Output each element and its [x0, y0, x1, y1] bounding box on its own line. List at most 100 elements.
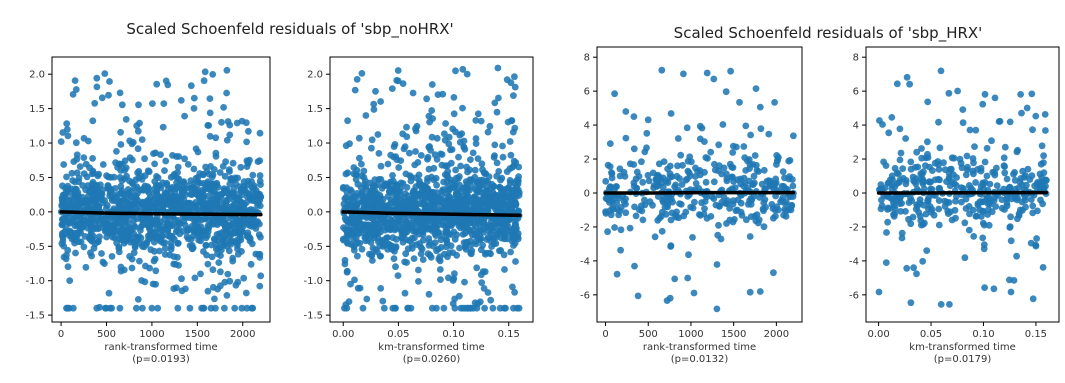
residual-point [667, 110, 675, 117]
residual-point [960, 185, 967, 192]
residual-point [479, 181, 486, 189]
residual-point [152, 280, 160, 288]
residual-point [161, 251, 169, 258]
residual-point [409, 197, 416, 204]
residual-point [980, 245, 988, 253]
residual-point [430, 215, 438, 223]
residual-point [377, 252, 384, 260]
plot-frame [865, 46, 1060, 323]
residual-point [464, 168, 471, 176]
residual-point [481, 250, 489, 258]
residual-point [244, 181, 252, 189]
residual-point [188, 223, 196, 230]
x-tick-label: 0.05 [920, 329, 942, 340]
residual-point [689, 234, 696, 241]
residual-point [464, 304, 472, 312]
residual-point [387, 196, 395, 204]
residual-point [991, 94, 999, 102]
residual-point [463, 192, 471, 200]
residual-point [145, 168, 153, 176]
residual-point [232, 281, 240, 289]
residual-point [484, 178, 492, 186]
residual-point [779, 168, 787, 176]
residual-point [359, 198, 367, 206]
residual-point [173, 179, 180, 187]
residual-point [884, 218, 891, 226]
residual-point [369, 182, 377, 190]
residual-point [256, 254, 264, 261]
residual-point [394, 272, 402, 279]
residual-point [443, 239, 451, 247]
residual-point [970, 159, 977, 167]
residual-point [394, 67, 402, 74]
residual-point [162, 157, 170, 165]
y-tick-label: -1.0 [25, 276, 45, 287]
residual-point [217, 252, 224, 259]
residual-point [170, 285, 178, 292]
residual-point [989, 168, 997, 176]
residual-point [206, 109, 214, 117]
residual-point [924, 205, 932, 213]
residual-point [456, 244, 463, 252]
residual-point [139, 304, 146, 312]
residual-point [390, 143, 398, 151]
residual-point [465, 205, 473, 213]
residual-point [746, 288, 754, 296]
residual-point [217, 203, 225, 211]
residual-point [138, 136, 146, 144]
residual-point [746, 233, 754, 240]
y-tick-label: -2 [849, 222, 859, 233]
residual-point [477, 225, 485, 233]
residual-point [397, 157, 405, 165]
residual-point [186, 205, 194, 213]
residual-point [651, 233, 659, 241]
residual-point [703, 193, 711, 201]
residual-point [740, 143, 748, 150]
residual-point [151, 247, 158, 255]
residual-point [66, 277, 74, 284]
residual-point [219, 163, 227, 170]
residual-point [466, 199, 473, 206]
residual-point [611, 90, 618, 98]
residual-point [991, 194, 999, 202]
residual-point [630, 145, 638, 153]
residual-point [617, 246, 624, 254]
residual-point [487, 296, 495, 304]
residual-point [477, 117, 485, 125]
residual-point [959, 106, 967, 113]
residual-point [146, 225, 153, 233]
residual-point [150, 190, 158, 197]
residual-point [622, 200, 629, 208]
residual-point [106, 78, 113, 85]
residual-point [499, 142, 506, 150]
residual-point [160, 100, 168, 107]
residual-point [962, 205, 970, 212]
residual-point [147, 204, 155, 212]
residual-point [110, 205, 118, 213]
residual-panel-2: 0.00 0.05 0.10 0.15 -1.5 -1.0 -0.5 0.0 0.5 1.0 1.5… [303, 56, 534, 365]
residual-point [631, 203, 638, 211]
residual-point [150, 150, 157, 158]
residual-point [187, 82, 195, 90]
residual-point [402, 170, 410, 178]
residual-point [409, 89, 417, 97]
residual-point [897, 208, 905, 215]
residual-point [134, 127, 142, 135]
x-tick-label: 500 [639, 329, 658, 340]
residual-point [757, 125, 765, 133]
residual-point [58, 240, 66, 248]
residual-point [172, 228, 180, 236]
residual-point [98, 250, 105, 257]
residual-point [388, 85, 396, 92]
residual-point [998, 196, 1006, 204]
residual-panel-4: 0.00 0.05 0.10 0.15 -6 -4 -2 0 2 4 6 8 km-transforme… [849, 46, 1060, 365]
residual-point [244, 229, 252, 237]
residual-point [898, 229, 906, 237]
residual-point [974, 166, 981, 173]
residual-point [110, 173, 118, 181]
residual-point [677, 151, 685, 159]
residual-point [1029, 126, 1036, 134]
residual-point [218, 246, 225, 254]
residual-point [472, 193, 479, 201]
residual-point [98, 94, 106, 102]
